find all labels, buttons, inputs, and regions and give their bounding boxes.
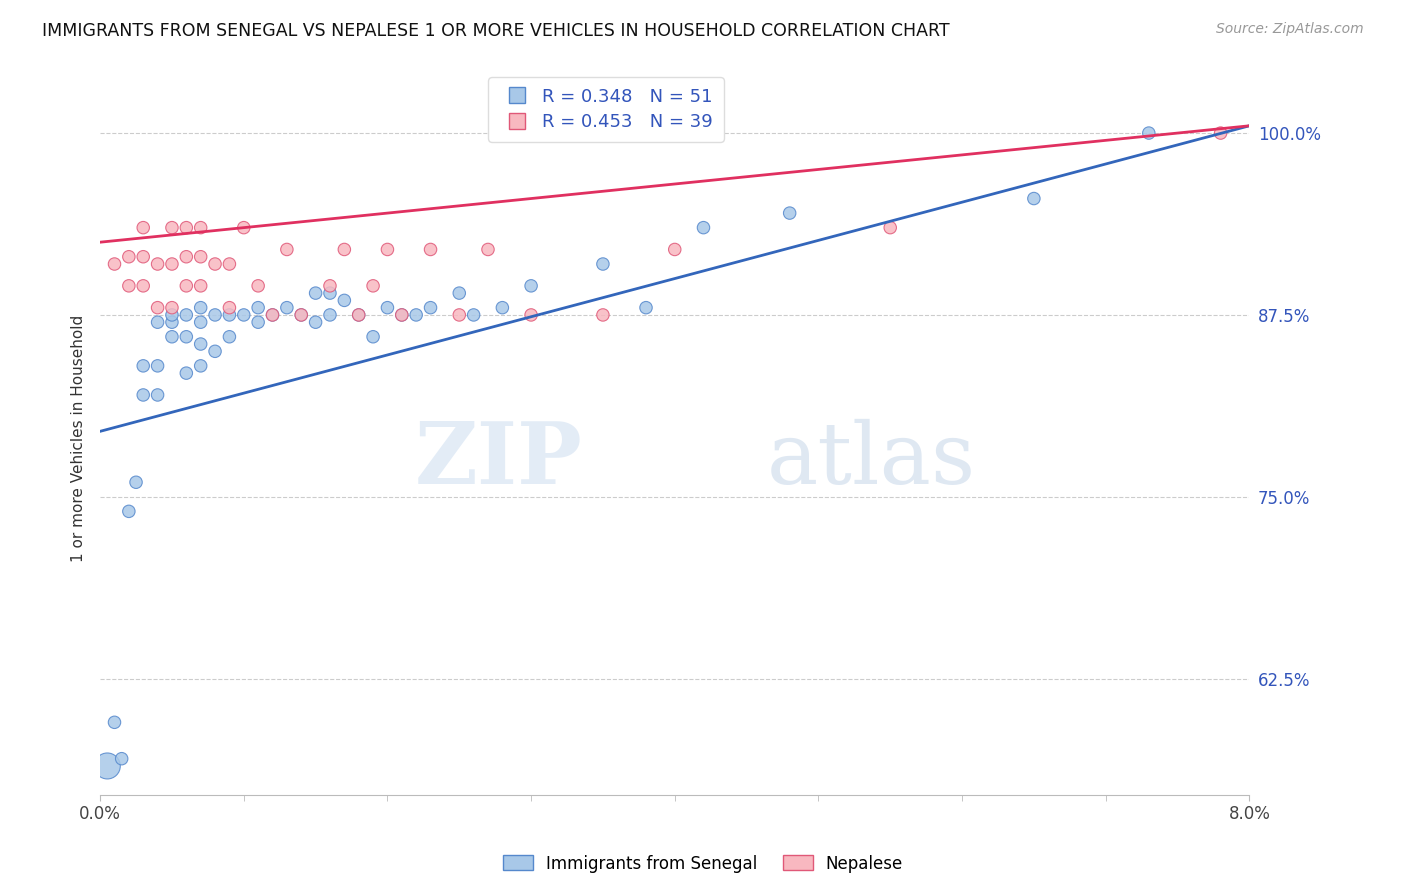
Point — [520, 308, 543, 322]
Point — [204, 308, 226, 322]
Legend: Immigrants from Senegal, Nepalese: Immigrants from Senegal, Nepalese — [496, 848, 910, 880]
Point — [276, 243, 298, 257]
Point — [692, 220, 714, 235]
Point — [204, 257, 226, 271]
Point — [103, 257, 125, 271]
Text: ZIP: ZIP — [415, 418, 583, 502]
Point — [218, 308, 240, 322]
Point — [204, 344, 226, 359]
Point — [304, 286, 326, 301]
Point — [176, 366, 198, 380]
Point — [146, 301, 169, 315]
Point — [176, 308, 198, 322]
Point — [304, 315, 326, 329]
Point — [176, 250, 198, 264]
Point — [132, 388, 155, 402]
Point — [190, 315, 212, 329]
Legend: R = 0.348   N = 51, R = 0.453   N = 39: R = 0.348 N = 51, R = 0.453 N = 39 — [488, 77, 724, 142]
Point — [333, 243, 356, 257]
Point — [405, 308, 427, 322]
Point — [319, 308, 342, 322]
Point — [1137, 126, 1160, 140]
Point — [190, 220, 212, 235]
Point — [419, 301, 441, 315]
Point — [347, 308, 370, 322]
Point — [146, 388, 169, 402]
Point — [779, 206, 801, 220]
Point — [520, 278, 543, 293]
Y-axis label: 1 or more Vehicles in Household: 1 or more Vehicles in Household — [72, 315, 86, 562]
Point — [377, 243, 399, 257]
Point — [247, 278, 270, 293]
Point — [96, 759, 118, 773]
Point — [664, 243, 686, 257]
Point — [146, 257, 169, 271]
Point — [319, 278, 342, 293]
Point — [218, 330, 240, 344]
Point — [103, 715, 125, 730]
Point — [118, 278, 141, 293]
Point — [160, 315, 183, 329]
Point — [190, 278, 212, 293]
Point — [333, 293, 356, 308]
Point — [232, 308, 254, 322]
Point — [132, 250, 155, 264]
Point — [176, 330, 198, 344]
Point — [232, 220, 254, 235]
Point — [118, 504, 141, 518]
Point — [247, 301, 270, 315]
Point — [190, 359, 212, 373]
Point — [290, 308, 312, 322]
Point — [118, 250, 141, 264]
Point — [160, 257, 183, 271]
Point — [391, 308, 413, 322]
Point — [361, 278, 384, 293]
Point — [176, 278, 198, 293]
Point — [160, 301, 183, 315]
Point — [190, 250, 212, 264]
Point — [449, 286, 471, 301]
Text: atlas: atlas — [766, 418, 976, 501]
Point — [419, 243, 441, 257]
Point — [634, 301, 657, 315]
Point — [132, 359, 155, 373]
Point — [160, 308, 183, 322]
Point — [879, 220, 901, 235]
Point — [391, 308, 413, 322]
Point — [290, 308, 312, 322]
Point — [592, 257, 614, 271]
Point — [1209, 126, 1232, 140]
Point — [262, 308, 284, 322]
Point — [361, 330, 384, 344]
Point — [176, 220, 198, 235]
Point — [160, 330, 183, 344]
Point — [377, 301, 399, 315]
Point — [146, 315, 169, 329]
Point — [190, 337, 212, 351]
Point — [319, 286, 342, 301]
Point — [449, 308, 471, 322]
Text: IMMIGRANTS FROM SENEGAL VS NEPALESE 1 OR MORE VEHICLES IN HOUSEHOLD CORRELATION : IMMIGRANTS FROM SENEGAL VS NEPALESE 1 OR… — [42, 22, 950, 40]
Point — [146, 359, 169, 373]
Point — [347, 308, 370, 322]
Point — [491, 301, 513, 315]
Point — [262, 308, 284, 322]
Point — [247, 315, 270, 329]
Point — [190, 301, 212, 315]
Point — [160, 220, 183, 235]
Point — [592, 308, 614, 322]
Point — [218, 301, 240, 315]
Point — [477, 243, 499, 257]
Point — [463, 308, 485, 322]
Point — [218, 257, 240, 271]
Point — [111, 752, 134, 766]
Point — [276, 301, 298, 315]
Point — [132, 220, 155, 235]
Point — [1022, 192, 1045, 206]
Text: Source: ZipAtlas.com: Source: ZipAtlas.com — [1216, 22, 1364, 37]
Point — [125, 475, 148, 490]
Point — [132, 278, 155, 293]
